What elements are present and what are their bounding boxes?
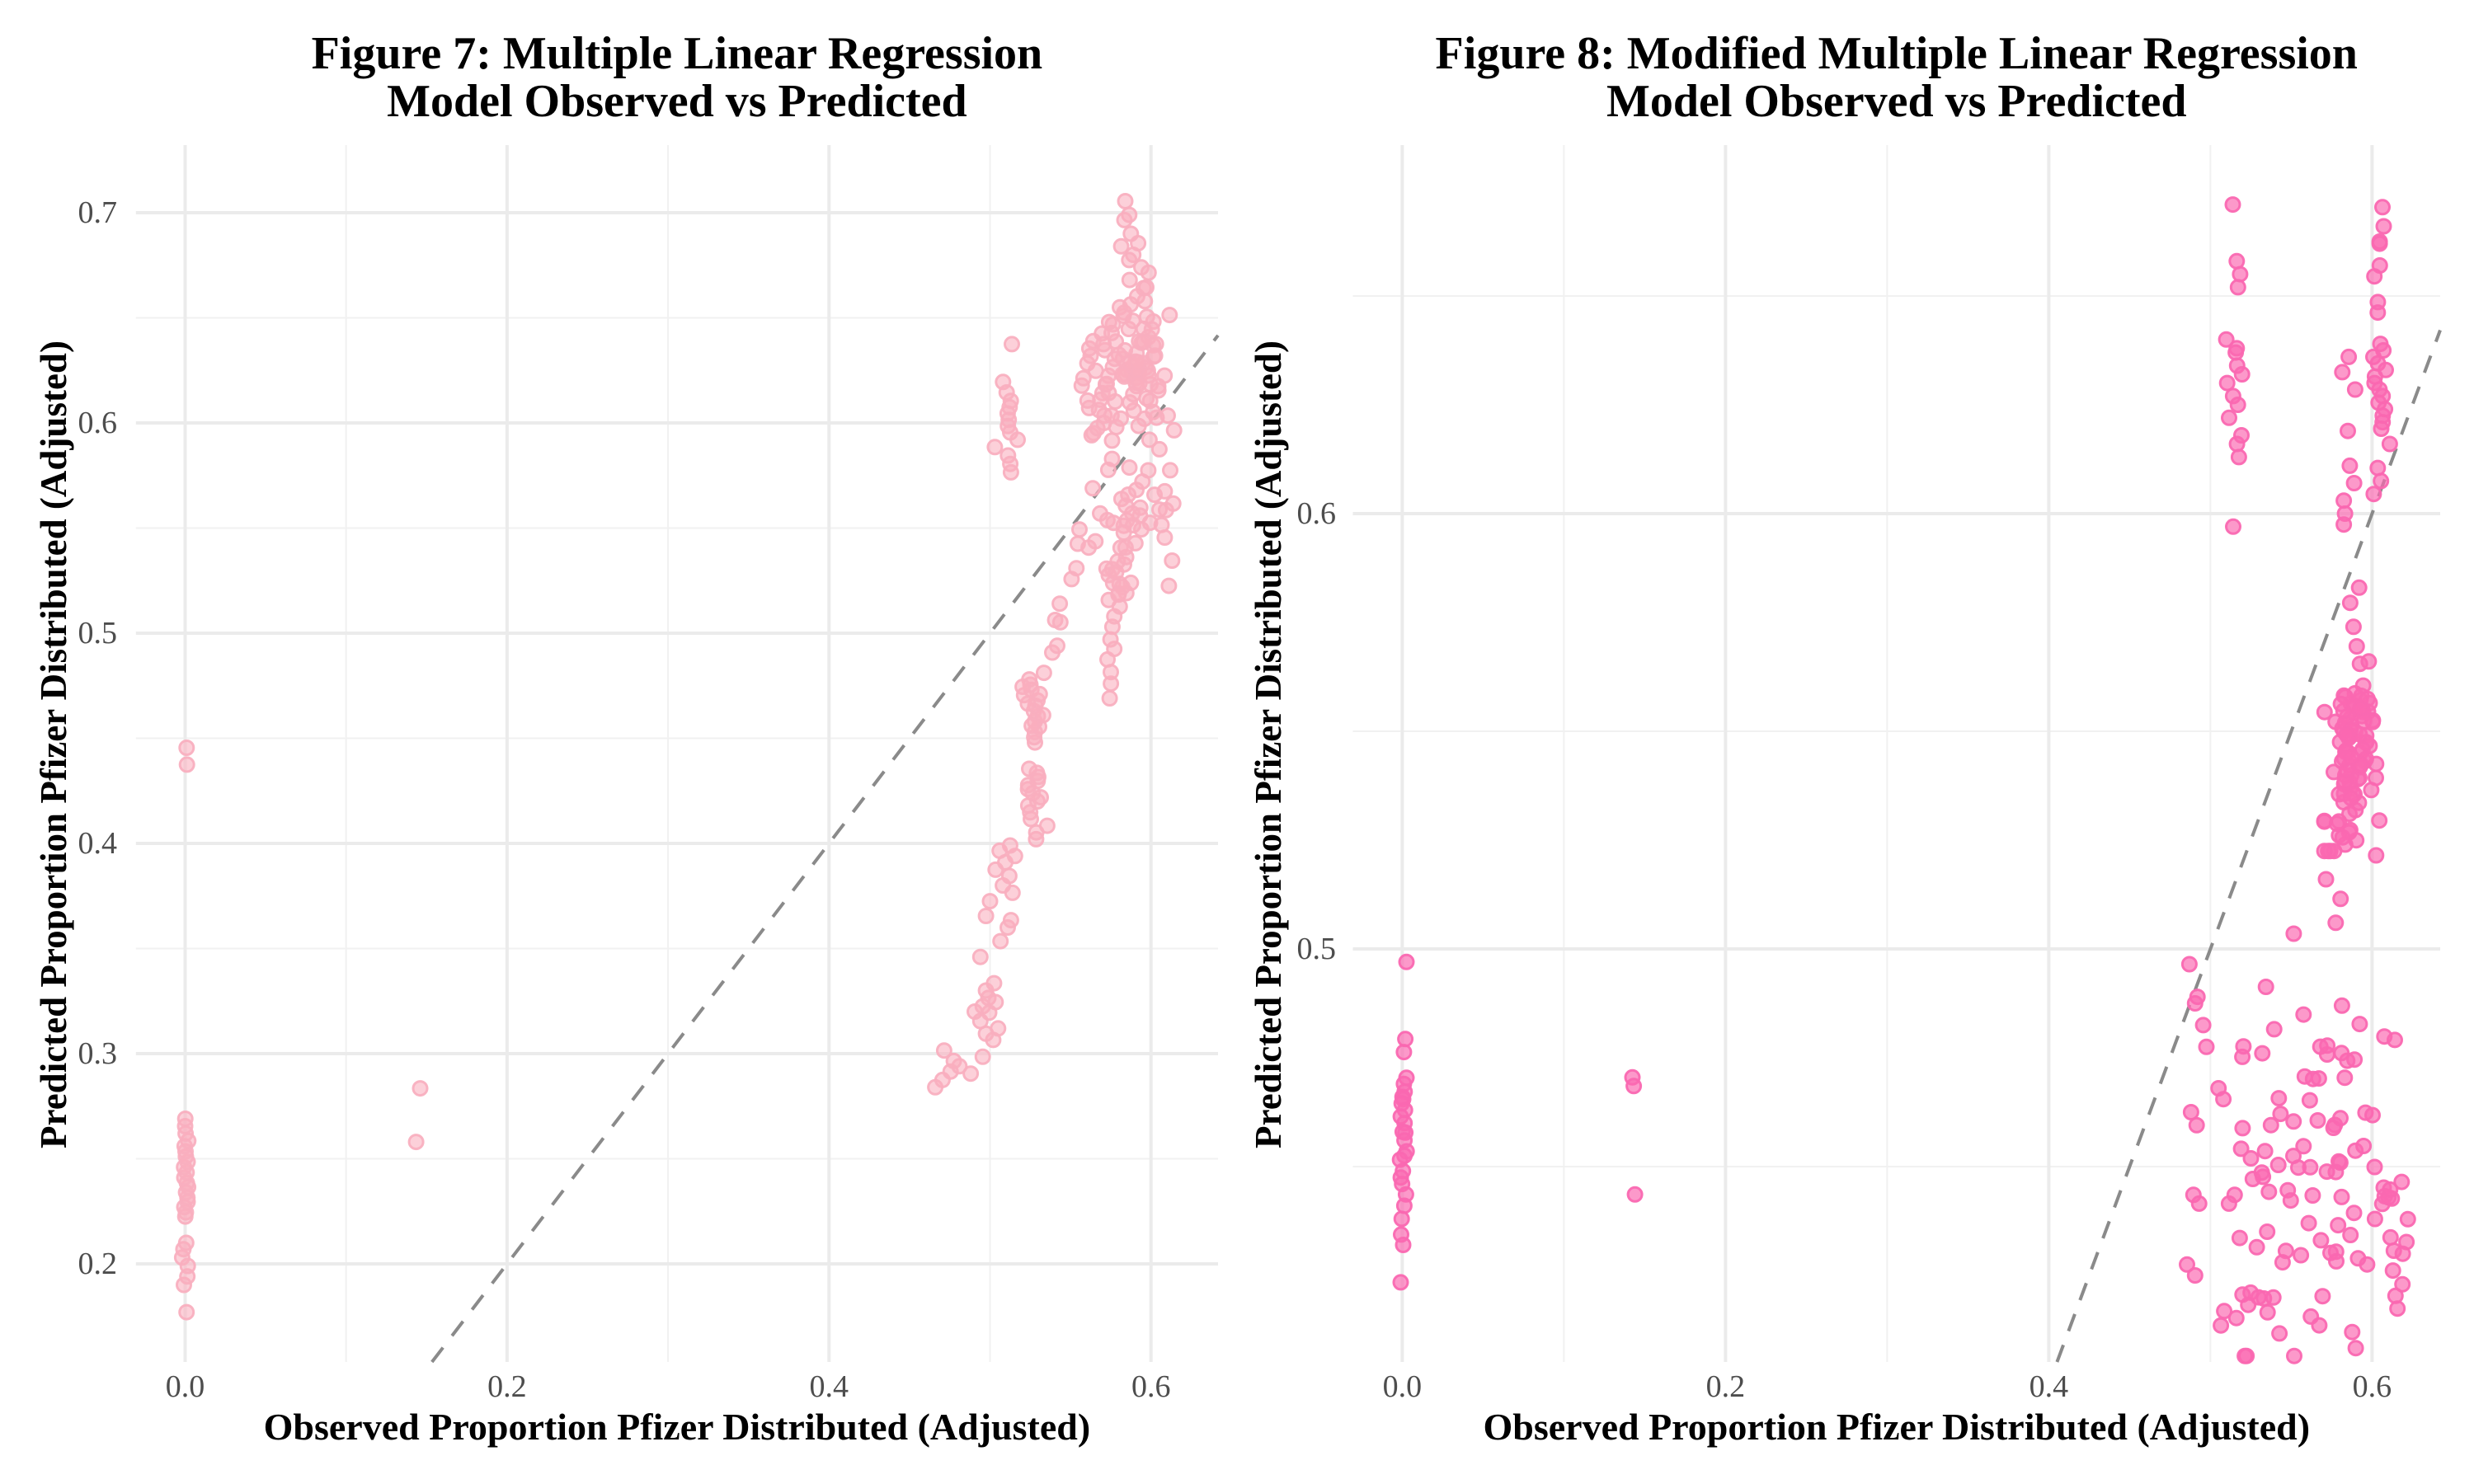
svg-text:0.0: 0.0 (166, 1369, 205, 1404)
svg-text:Predicted Proportion Pfizer Di: Predicted Proportion Pfizer Distributed … (33, 340, 74, 1148)
svg-text:0.4: 0.4 (2030, 1369, 2069, 1404)
svg-text:0.5: 0.5 (1297, 932, 1337, 966)
svg-text:0.4: 0.4 (78, 826, 118, 861)
svg-text:Model Observed vs Predicted: Model Observed vs Predicted (387, 76, 967, 127)
svg-text:0.6: 0.6 (1131, 1369, 1171, 1404)
svg-text:0.6: 0.6 (2353, 1369, 2392, 1404)
svg-text:0.2: 0.2 (487, 1369, 527, 1404)
svg-text:0.2: 0.2 (78, 1247, 118, 1281)
svg-text:0.5: 0.5 (78, 616, 118, 650)
svg-text:0.3: 0.3 (78, 1036, 118, 1071)
svg-text:0.7: 0.7 (78, 195, 118, 230)
svg-text:0.6: 0.6 (78, 406, 118, 440)
svg-text:Predicted Proportion Pfizer Di: Predicted Proportion Pfizer Distributed … (1248, 340, 1289, 1148)
svg-text:Figure 8: Modified Multiple Li: Figure 8: Modified Multiple Linear Regre… (1436, 28, 2358, 79)
svg-text:0.6: 0.6 (1297, 496, 1337, 531)
svg-text:0.0: 0.0 (1383, 1369, 1423, 1404)
svg-text:Model Observed vs Predicted: Model Observed vs Predicted (1606, 76, 2187, 127)
svg-text:0.2: 0.2 (1706, 1369, 1746, 1404)
svg-text:Figure 7: Multiple Linear Regr: Figure 7: Multiple Linear Regression (312, 28, 1043, 79)
svg-text:0.4: 0.4 (810, 1369, 849, 1404)
svg-text:Observed Proportion Pfizer Dis: Observed Proportion Pfizer Distributed (… (1483, 1406, 2310, 1448)
svg-text:Observed Proportion Pfizer Dis: Observed Proportion Pfizer Distributed (… (264, 1406, 1091, 1448)
